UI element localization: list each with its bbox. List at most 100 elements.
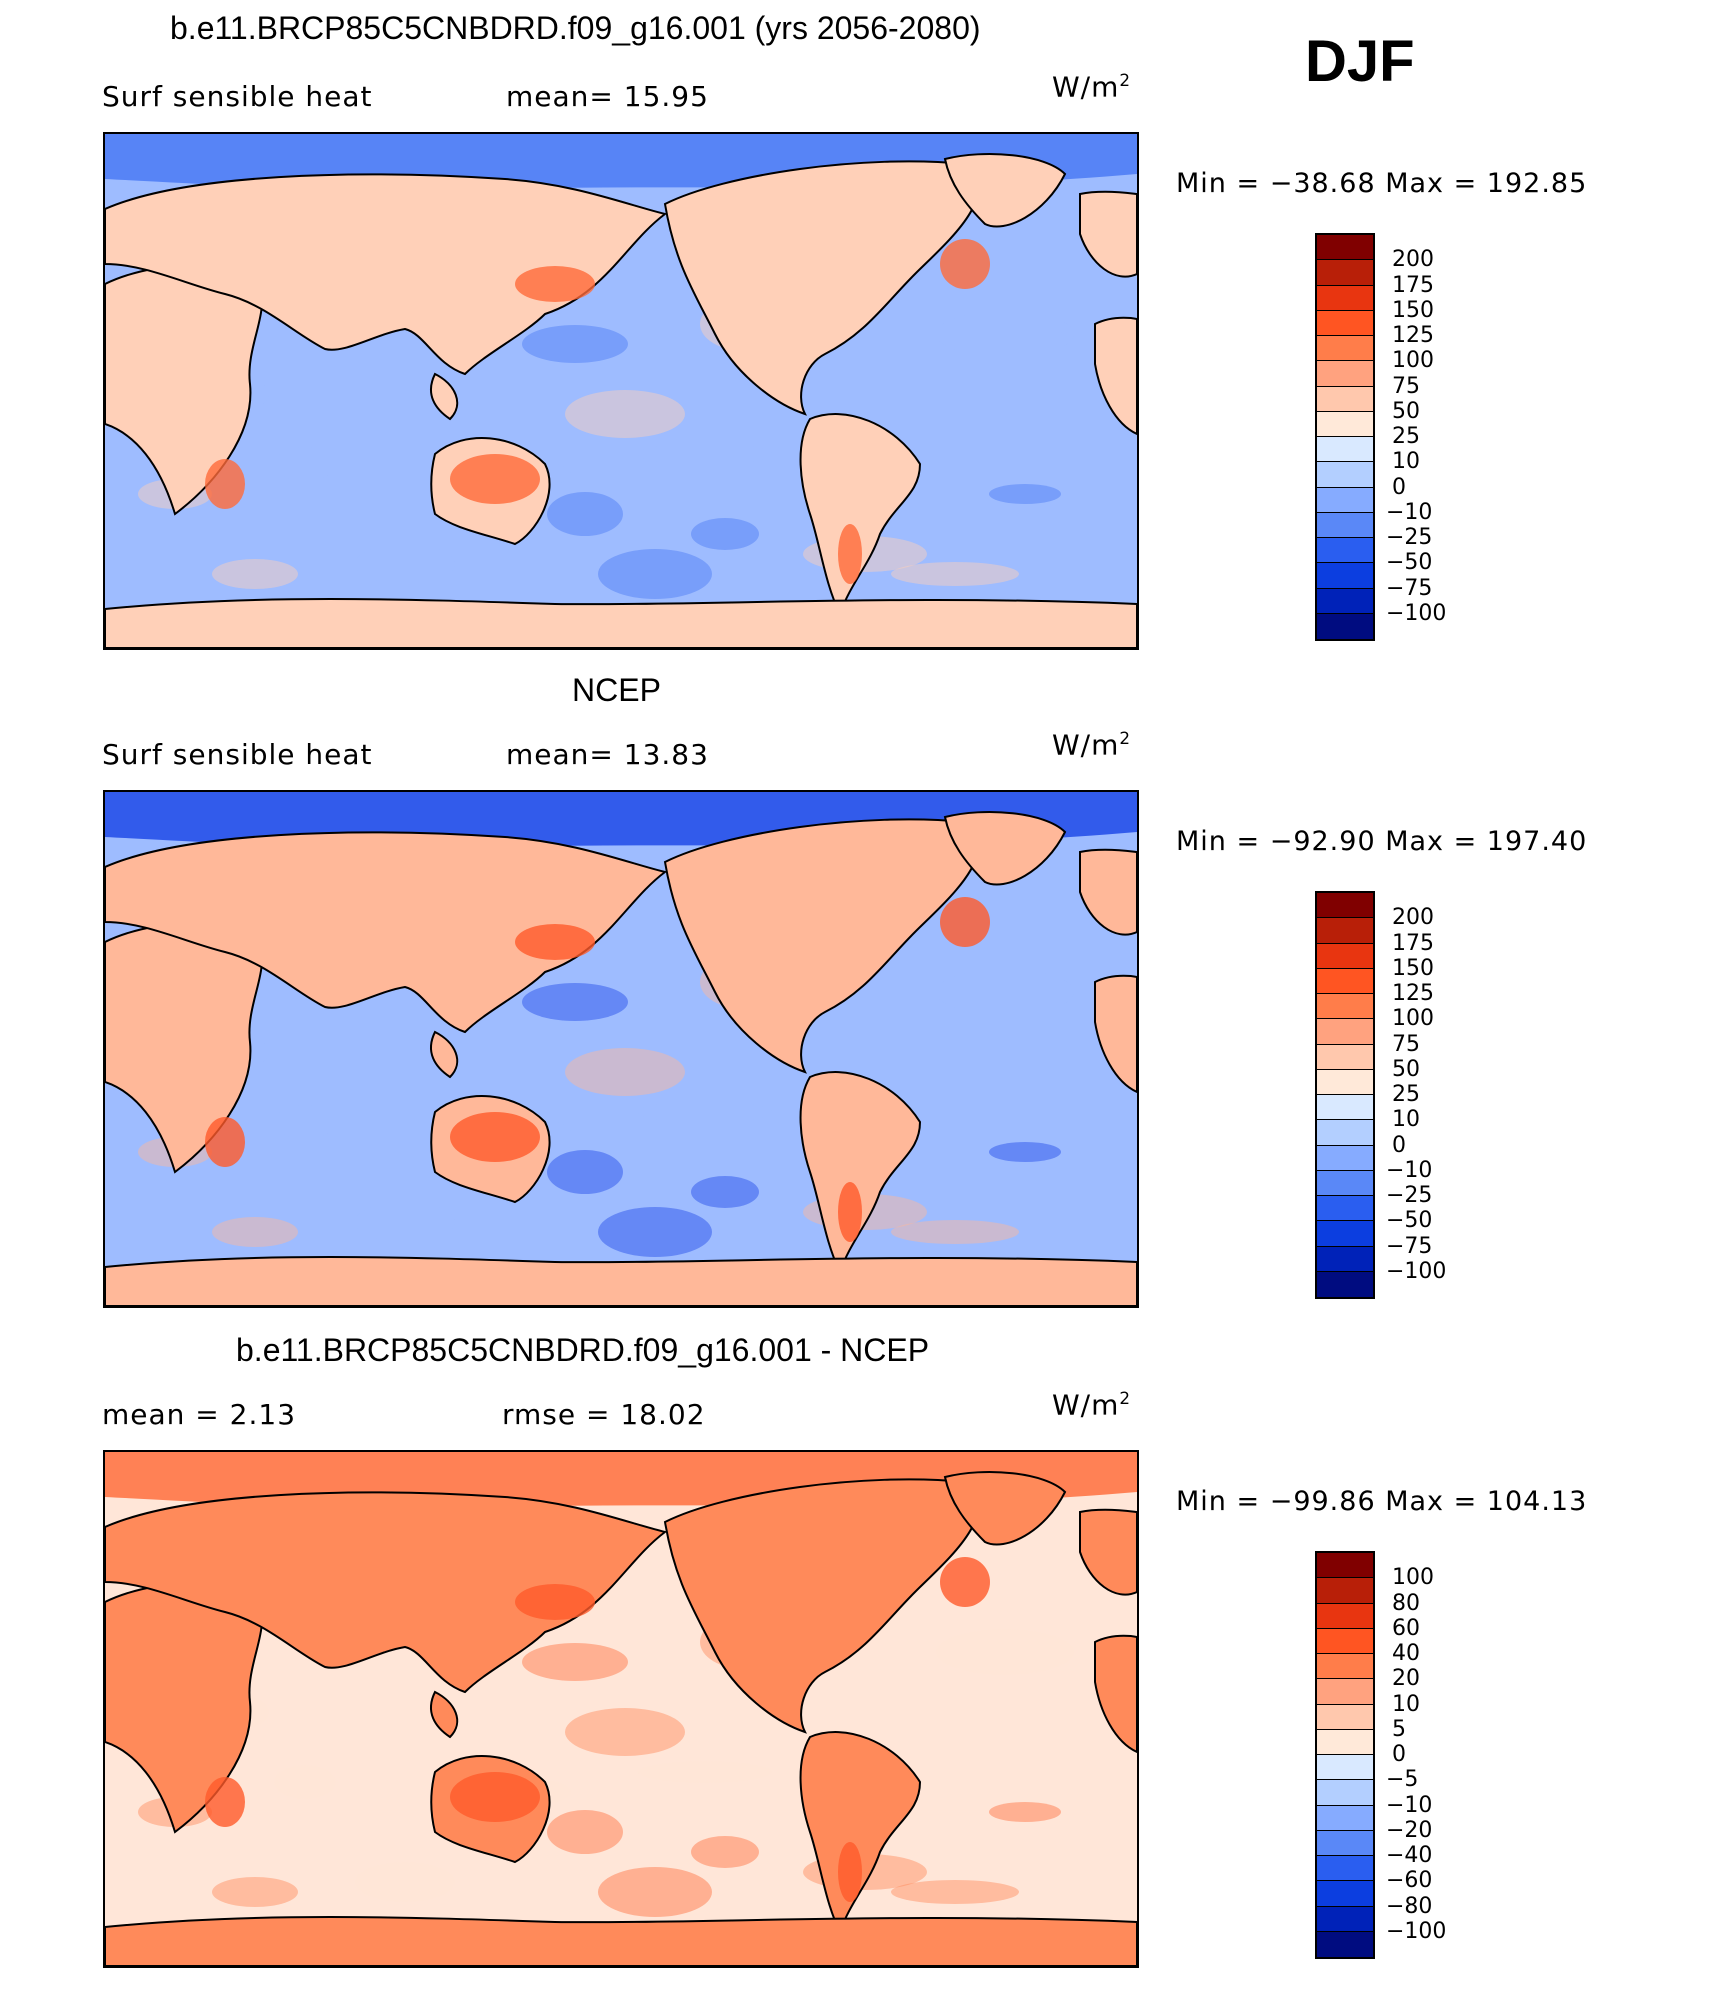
colorbar-tick-label: 175 <box>1392 930 1434 956</box>
colorbar-tick-label: −10 <box>1386 1157 1433 1183</box>
coastline-eurasia <box>105 1491 668 1694</box>
coastline-greenland <box>943 1471 1067 1546</box>
colorbar-tick-label: 10 <box>1392 449 1420 475</box>
colorbar-tick-label: 25 <box>1392 424 1420 449</box>
field-anomaly-blob <box>355 1202 455 1242</box>
colorbar-tick-label: 0 <box>1392 474 1406 500</box>
hot-spot <box>838 1182 862 1242</box>
field-anomaly-blob <box>891 1220 1019 1244</box>
colorbar-segment <box>1317 613 1373 639</box>
colorbar-segment <box>1317 1679 1373 1705</box>
colorbar-tick-label: 10 <box>1392 1107 1420 1133</box>
coastline-africa-east <box>1094 974 1137 1094</box>
field-anomaly-blob <box>936 311 1074 357</box>
colorbar-tick-label: −60 <box>1386 1868 1433 1894</box>
panel-2-variable-label: Surf sensible heat <box>102 738 373 771</box>
colorbar-segment <box>1317 893 1373 919</box>
colorbar-segment <box>1317 1856 1373 1882</box>
field-anomaly-blob <box>691 1836 759 1868</box>
hot-spot <box>205 1117 245 1167</box>
colorbar-tick-label: −80 <box>1386 1893 1433 1919</box>
colorbar-tick-label: 10 <box>1392 1691 1420 1717</box>
hot-spot <box>205 459 245 509</box>
colorbar-tick-label: 80 <box>1392 1590 1420 1616</box>
colorbar-tick-label: −100 <box>1386 1918 1447 1944</box>
coastline-eurasia <box>105 173 668 376</box>
colorbar-segment <box>1317 1019 1373 1045</box>
coastline-north-america <box>663 1478 980 1734</box>
colorbar-segment <box>1317 918 1373 944</box>
panel-2-colorbar <box>1315 891 1375 1299</box>
field-anomaly-blob <box>598 549 712 599</box>
coastline-europe-east <box>1079 848 1137 936</box>
panel-3-rmse-label: rmse = 18.02 <box>502 1398 706 1431</box>
colorbar-segment <box>1317 1069 1373 1095</box>
field-anomaly-blob <box>598 1207 712 1257</box>
colorbar-segment <box>1317 235 1373 261</box>
colorbar-tick-label: 0 <box>1392 1742 1406 1767</box>
colorbar-segment <box>1317 411 1373 437</box>
colorbar-segment <box>1317 994 1373 1020</box>
field-anomaly-blob <box>355 1862 455 1902</box>
colorbar-segment <box>1317 462 1373 488</box>
colorbar-tick-label: −75 <box>1386 575 1433 601</box>
colorbar-tick-label: 50 <box>1392 398 1420 424</box>
colorbar-segment <box>1317 1120 1373 1146</box>
colorbar-tick-label: 25 <box>1392 1082 1420 1107</box>
hot-spot <box>515 1584 595 1620</box>
colorbar-tick-label: 200 <box>1392 905 1434 931</box>
colorbar-segment <box>1317 1729 1373 1755</box>
season-label: DJF <box>1305 29 1415 94</box>
field-anomaly-blob <box>547 492 623 536</box>
panel-2-mean-label: mean= 13.83 <box>506 738 709 771</box>
panel-1-map <box>103 132 1139 650</box>
colorbar-tick-label: 125 <box>1392 981 1434 1006</box>
coastline-greenland <box>943 153 1067 228</box>
colorbar-segment <box>1317 1780 1373 1806</box>
coastline-se-asia <box>430 1690 459 1739</box>
colorbar-segment <box>1317 1271 1373 1297</box>
hot-spot <box>450 1112 540 1162</box>
field-anomaly-blob <box>638 1101 772 1123</box>
panel-1-mean-label: mean= 15.95 <box>506 80 709 113</box>
hot-spot <box>450 1772 540 1822</box>
colorbar-tick-label: 75 <box>1392 1031 1420 1057</box>
colorbar-tick-label: −25 <box>1386 1183 1433 1208</box>
field-anomaly-blob <box>212 559 298 589</box>
colorbar-segment <box>1317 1578 1373 1604</box>
hot-spot <box>450 454 540 504</box>
hot-spot <box>515 266 595 302</box>
colorbar-segment <box>1317 968 1373 994</box>
colorbar-segment <box>1317 1881 1373 1907</box>
colorbar-tick-label: −50 <box>1386 1208 1433 1234</box>
field-anomaly-blob <box>598 1867 712 1917</box>
hot-spot <box>940 897 990 947</box>
field-anomaly-blob <box>522 1643 628 1681</box>
colorbar-tick-label: 175 <box>1392 272 1434 298</box>
colorbar-segment <box>1317 336 1373 362</box>
coastline-se-asia <box>430 1030 459 1079</box>
colorbar-segment <box>1317 563 1373 589</box>
colorbar-segment <box>1317 1805 1373 1831</box>
panel-1-units: W/m2 <box>1052 70 1132 104</box>
colorbar-segment <box>1317 1553 1373 1579</box>
colorbar-tick-label: 200 <box>1392 247 1434 273</box>
panel-3-units: W/m2 <box>1052 1388 1132 1422</box>
colorbar-tick-label: 150 <box>1392 297 1434 323</box>
panel-1-min-max: Min = −38.68 Max = 192.85 <box>1176 168 1588 199</box>
field-anomaly-blob <box>936 1629 1074 1675</box>
panel-1-title: b.e11.BRCP85C5CNBDRD.f09_g16.001 (yrs 20… <box>170 10 981 46</box>
colorbar-tick-label: −5 <box>1386 1767 1419 1793</box>
panel-3-mean-label: mean = 2.13 <box>102 1398 297 1431</box>
colorbar-segment <box>1317 1628 1373 1654</box>
colorbar-tick-label: −10 <box>1386 499 1433 525</box>
field-anomaly-blob <box>989 484 1061 504</box>
coastline-europe-east <box>1079 1508 1137 1596</box>
colorbar-segment <box>1317 386 1373 412</box>
colorbar-tick-label: −25 <box>1386 525 1433 550</box>
field-anomaly-blob <box>547 1150 623 1194</box>
colorbar-segment <box>1317 943 1373 969</box>
field-anomaly-blob <box>691 518 759 550</box>
hot-spot <box>515 924 595 960</box>
coastline-africa-east <box>1094 316 1137 436</box>
